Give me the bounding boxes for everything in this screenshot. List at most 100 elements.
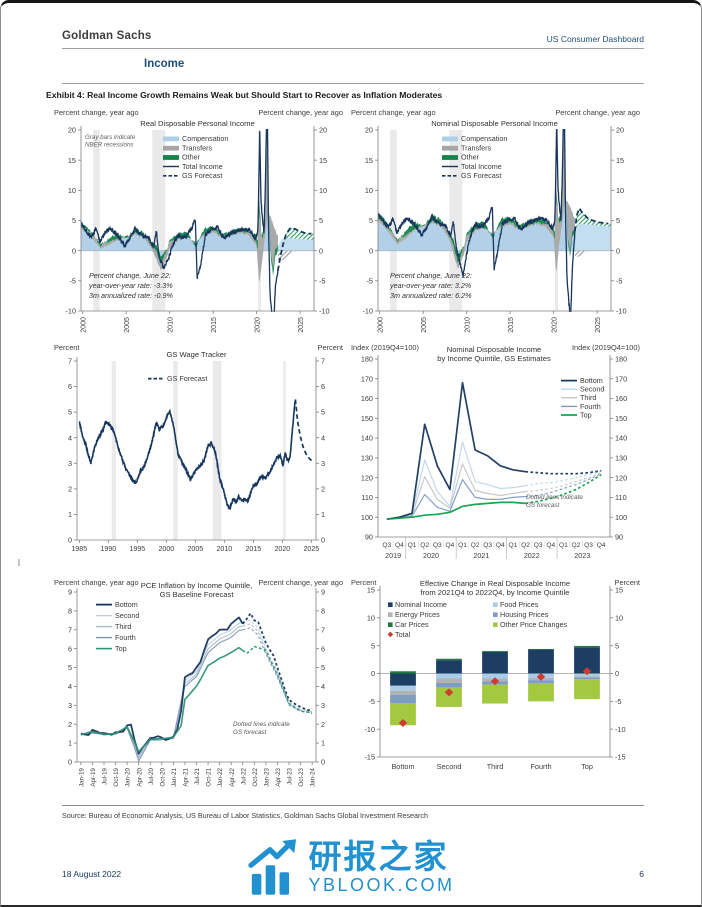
svg-text:Oct-20: Oct-20 — [159, 767, 166, 786]
svg-text:1: 1 — [68, 510, 72, 519]
svg-text:Oct-23: Oct-23 — [298, 767, 305, 786]
svg-text:3: 3 — [321, 459, 325, 468]
svg-text:Apr-19: Apr-19 — [90, 767, 97, 786]
svg-text:2020: 2020 — [254, 317, 262, 333]
svg-text:15: 15 — [616, 156, 624, 165]
svg-text:5: 5 — [369, 216, 373, 225]
svg-text:2010: 2010 — [216, 545, 232, 553]
svg-text:Q2: Q2 — [572, 542, 581, 549]
svg-text:2000: 2000 — [377, 317, 385, 333]
svg-text:Compensation: Compensation — [182, 134, 228, 143]
svg-text:90: 90 — [615, 533, 623, 542]
svg-text:2: 2 — [321, 484, 325, 493]
svg-text:140: 140 — [615, 434, 627, 443]
svg-text:5: 5 — [72, 216, 76, 225]
svg-text:1990: 1990 — [100, 545, 116, 553]
svg-text:Nominal Income: Nominal Income — [395, 600, 447, 609]
svg-text:-10: -10 — [65, 307, 76, 316]
svg-text:GS Forecast: GS Forecast — [461, 171, 501, 180]
chart-nominal-disposable-personal-income: -10 -10 -5 -5 0 0 5 5 10 10 15 15 20 20 2000 2005 2010 20… — [348, 106, 643, 341]
svg-text:Percent: Percent — [351, 578, 376, 587]
svg-text:Percent change, year ago: Percent change, year ago — [351, 108, 436, 117]
svg-text:20: 20 — [365, 126, 373, 135]
svg-text:15: 15 — [367, 586, 375, 595]
svg-text:-5: -5 — [367, 276, 374, 285]
source-divider — [62, 805, 644, 806]
svg-text:90: 90 — [365, 533, 373, 542]
svg-text:Jan-22: Jan-22 — [217, 767, 224, 786]
svg-text:Jan-21: Jan-21 — [171, 767, 178, 786]
svg-text:1: 1 — [321, 510, 325, 519]
svg-text:130: 130 — [615, 453, 627, 462]
svg-text:2021: 2021 — [473, 551, 489, 560]
svg-text:9: 9 — [68, 588, 72, 597]
svg-text:8: 8 — [68, 606, 72, 615]
svg-text:2019: 2019 — [385, 551, 401, 560]
svg-text:20: 20 — [319, 126, 327, 135]
svg-text:Jul-20: Jul-20 — [148, 767, 155, 784]
svg-text:6: 6 — [68, 382, 72, 391]
svg-text:3m annualized rate: 6.2%: 3m annualized rate: 6.2% — [390, 291, 472, 300]
svg-text:2005: 2005 — [420, 317, 428, 333]
svg-text:Other: Other — [182, 153, 201, 162]
svg-text:150: 150 — [615, 414, 627, 423]
svg-text:Housing Prices: Housing Prices — [500, 610, 549, 619]
svg-text:0: 0 — [72, 246, 76, 255]
svg-text:Q2: Q2 — [420, 542, 429, 549]
svg-text:0: 0 — [369, 246, 373, 255]
svg-text:Q1: Q1 — [408, 542, 417, 549]
svg-text:2020: 2020 — [423, 551, 439, 560]
svg-text:Third: Third — [115, 622, 131, 631]
svg-text:120: 120 — [361, 473, 373, 482]
svg-text:Jul-21: Jul-21 — [194, 767, 201, 784]
svg-text:Second: Second — [437, 762, 462, 771]
svg-text:Total Income: Total Income — [182, 162, 223, 171]
svg-text:100: 100 — [361, 513, 373, 522]
svg-text:Jul-19: Jul-19 — [102, 767, 109, 784]
svg-text:1985: 1985 — [71, 545, 87, 553]
svg-text:Fourth: Fourth — [115, 633, 136, 642]
svg-text:140: 140 — [361, 434, 373, 443]
svg-text:6: 6 — [321, 382, 325, 391]
svg-text:10: 10 — [367, 613, 375, 622]
svg-text:Q3: Q3 — [483, 542, 492, 549]
svg-text:10: 10 — [616, 186, 624, 195]
svg-text:2015: 2015 — [245, 545, 261, 553]
svg-text:5: 5 — [68, 663, 72, 672]
svg-text:Q1: Q1 — [509, 542, 518, 549]
svg-text:Apr-22: Apr-22 — [229, 767, 236, 786]
svg-text:2010: 2010 — [167, 317, 175, 333]
svg-text:7: 7 — [321, 625, 325, 634]
svg-text:2023: 2023 — [574, 551, 590, 560]
svg-text:Third: Third — [487, 762, 504, 771]
svg-text:20: 20 — [616, 126, 624, 135]
svg-text:-10: -10 — [319, 307, 330, 316]
svg-text:by Income Quintile, GS Estimat: by Income Quintile, GS Estimates — [437, 354, 551, 363]
svg-text:15: 15 — [68, 156, 76, 165]
svg-text:10: 10 — [68, 186, 76, 195]
svg-text:GS forecast: GS forecast — [526, 502, 559, 509]
svg-text:-5: -5 — [616, 276, 623, 285]
svg-text:2: 2 — [68, 720, 72, 729]
svg-text:1: 1 — [68, 739, 72, 748]
svg-text:4: 4 — [321, 433, 325, 442]
svg-text:Jan-20: Jan-20 — [125, 767, 132, 786]
svg-text:1: 1 — [321, 739, 325, 748]
svg-text:2020: 2020 — [551, 317, 559, 333]
svg-text:2022: 2022 — [524, 551, 540, 560]
svg-text:GS Baseline Forecast: GS Baseline Forecast — [160, 590, 235, 599]
svg-text:0: 0 — [321, 536, 325, 545]
svg-text:7: 7 — [68, 357, 72, 366]
svg-text:-15: -15 — [615, 753, 626, 762]
svg-text:-5: -5 — [369, 697, 376, 706]
svg-text:0: 0 — [615, 669, 619, 678]
svg-text:Apr-23: Apr-23 — [275, 767, 282, 786]
svg-text:2005: 2005 — [187, 545, 203, 553]
svg-text:2025: 2025 — [297, 317, 305, 333]
svg-text:110: 110 — [361, 493, 373, 502]
svg-text:10: 10 — [615, 613, 623, 622]
svg-text:3: 3 — [68, 701, 72, 710]
svg-text:120: 120 — [615, 473, 627, 482]
svg-text:Jan-23: Jan-23 — [263, 767, 270, 786]
